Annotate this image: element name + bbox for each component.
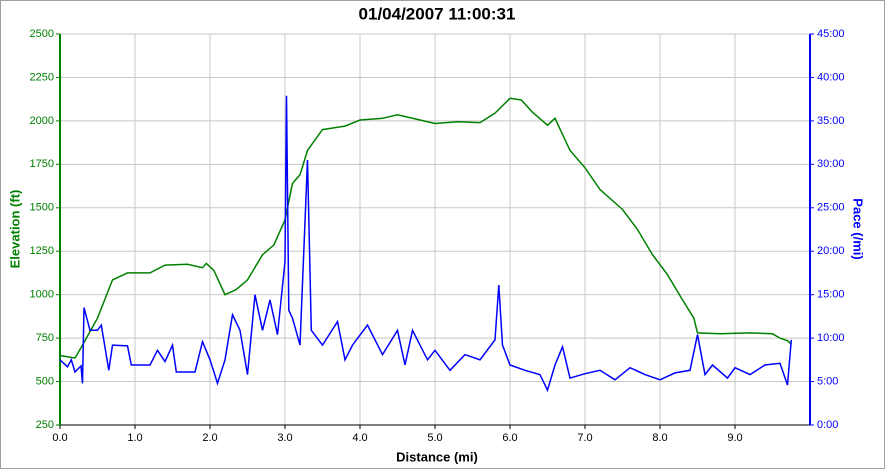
y2-tick-label: 30:00 [817, 158, 845, 170]
y2-tick-label: 25:00 [817, 202, 845, 214]
x-tick-label: 3.0 [277, 432, 292, 444]
y2-tick-label: 40:00 [817, 71, 845, 83]
chart-title: 01/04/2007 11:00:31 [359, 4, 516, 23]
y-tick-label: 250 [36, 419, 54, 431]
x-tick-label: 5.0 [427, 432, 442, 444]
y-tick-label: 2250 [30, 71, 54, 83]
x-axis-label: Distance (mi) [396, 449, 478, 464]
x-tick-label: 9.0 [727, 432, 742, 444]
y2-tick-label: 15:00 [817, 289, 845, 301]
y-tick-label: 2500 [30, 28, 54, 40]
x-tick-label: 0.0 [52, 432, 67, 444]
y2-tick-label: 45:00 [817, 28, 845, 40]
y2-axis-label: Pace (/mi) [851, 198, 866, 259]
y-tick-label: 1000 [30, 289, 54, 301]
y2-tick-label: 10:00 [817, 332, 845, 344]
y2-tick-label: 20:00 [817, 245, 845, 257]
y2-tick-label: 35:00 [817, 115, 845, 127]
y-tick-label: 750 [36, 332, 54, 344]
x-tick-label: 6.0 [502, 432, 517, 444]
y-tick-label: 1750 [30, 158, 54, 170]
y-tick-label: 500 [36, 375, 54, 387]
x-tick-label: 8.0 [652, 432, 667, 444]
x-tick-label: 4.0 [352, 432, 367, 444]
x-tick-label: 1.0 [127, 432, 142, 444]
y2-tick-label: 5:00 [817, 375, 838, 387]
y2-tick-label: 0:00 [817, 419, 838, 431]
x-tick-label: 2.0 [202, 432, 217, 444]
y-tick-label: 1250 [30, 245, 54, 257]
y-tick-label: 1500 [30, 202, 54, 214]
y-tick-label: 2000 [30, 115, 54, 127]
series-line [59, 97, 792, 359]
series-line [59, 95, 793, 393]
y-axis-label: Elevation (ft) [7, 190, 22, 269]
x-tick-label: 7.0 [577, 432, 592, 444]
